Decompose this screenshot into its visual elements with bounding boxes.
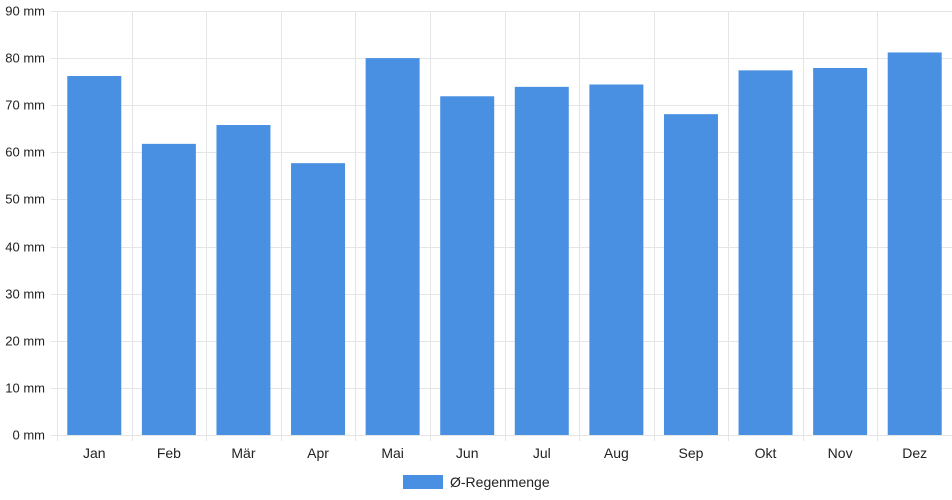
y-tick-label: 10 mm (5, 381, 45, 396)
y-tick-label: 0 mm (13, 428, 46, 443)
y-axis: 0 mm 10 mm 20 mm 30 mm 40 mm 50 mm 60 mm 70 mm 8… (5, 4, 45, 443)
bar (663, 114, 718, 435)
x-tick-label: Apr (307, 445, 329, 461)
x-tick-label: Dez (902, 445, 927, 461)
bar (141, 143, 196, 435)
x-tick-label: Jun (456, 445, 479, 461)
bar (589, 84, 644, 435)
bar (365, 58, 420, 435)
y-tick-label: 70 mm (5, 98, 45, 113)
bar (887, 52, 942, 436)
grid-lines (51, 11, 952, 441)
bar (291, 163, 346, 435)
y-tick-label: 50 mm (5, 192, 45, 207)
x-tick-label: Aug (604, 445, 629, 461)
x-axis: Jan Feb Mär Apr Mai Jun Jul Aug Sep Okt Nov Dez (83, 445, 927, 461)
bar (514, 86, 569, 436)
legend-swatch[interactable] (403, 475, 443, 489)
bar (738, 70, 793, 436)
y-tick-label: 40 mm (5, 240, 45, 255)
x-tick-label: Mär (231, 445, 255, 461)
y-tick-label: 60 mm (5, 145, 45, 160)
x-tick-label: Sep (678, 445, 703, 461)
x-tick-label: Jan (83, 445, 106, 461)
y-tick-label: 90 mm (5, 4, 45, 19)
legend-label[interactable]: Ø-Regenmenge (450, 474, 550, 490)
y-tick-label: 20 mm (5, 334, 45, 349)
bar (440, 96, 495, 435)
bar (813, 68, 868, 435)
x-tick-label: Mai (381, 445, 404, 461)
y-tick-label: 30 mm (5, 287, 45, 302)
y-tick-label: 80 mm (5, 51, 45, 66)
bar-series (67, 52, 942, 436)
x-tick-label: Okt (755, 445, 777, 461)
x-tick-label: Feb (157, 445, 181, 461)
x-tick-label: Jul (533, 445, 551, 461)
bar (67, 76, 122, 435)
legend[interactable]: Ø-Regenmenge (403, 474, 550, 490)
bar (216, 125, 271, 436)
x-tick-label: Nov (828, 445, 853, 461)
